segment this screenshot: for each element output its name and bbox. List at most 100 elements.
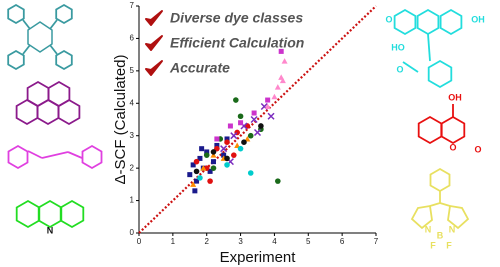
bond bbox=[41, 151, 69, 159]
point bbox=[267, 112, 275, 120]
atom-label: O bbox=[385, 14, 392, 24]
point bbox=[224, 136, 230, 142]
y-tick-label: 3 bbox=[130, 131, 135, 140]
ring bbox=[440, 115, 466, 145]
point bbox=[210, 159, 216, 165]
point bbox=[281, 58, 288, 64]
point bbox=[204, 149, 210, 155]
y-tick-label: 0 bbox=[130, 228, 135, 237]
point bbox=[275, 178, 281, 184]
bond bbox=[439, 202, 451, 207]
ring bbox=[447, 204, 470, 230]
y-tick-label: 6 bbox=[130, 34, 135, 43]
point bbox=[193, 158, 200, 165]
point bbox=[231, 152, 237, 158]
point bbox=[190, 162, 196, 168]
bond bbox=[429, 202, 441, 207]
y-tick-label: 7 bbox=[130, 1, 135, 10]
ring bbox=[57, 98, 81, 126]
y-tick-label: 4 bbox=[130, 98, 135, 107]
ring bbox=[427, 59, 453, 89]
point bbox=[274, 84, 281, 90]
parity-line bbox=[138, 5, 377, 234]
point bbox=[214, 142, 220, 148]
ring bbox=[7, 144, 29, 170]
ring bbox=[59, 199, 85, 229]
point bbox=[271, 93, 278, 100]
x-tick-label: 2 bbox=[204, 237, 209, 246]
atom-label: N bbox=[449, 224, 456, 234]
point bbox=[251, 110, 257, 116]
point bbox=[224, 162, 230, 168]
point bbox=[241, 139, 247, 145]
bond bbox=[27, 150, 43, 159]
x-tick-label: 7 bbox=[374, 237, 379, 246]
point bbox=[258, 123, 264, 129]
x-tick-label: 0 bbox=[137, 237, 142, 246]
point bbox=[197, 155, 203, 161]
point bbox=[190, 181, 197, 187]
y-axis-title: Δ-SCF (Calculated) bbox=[112, 54, 129, 184]
bond bbox=[22, 44, 31, 55]
ring bbox=[15, 98, 39, 126]
point bbox=[210, 149, 217, 155]
point bbox=[221, 152, 227, 158]
ring bbox=[417, 115, 443, 145]
point bbox=[230, 132, 238, 140]
point bbox=[224, 139, 230, 145]
ring bbox=[393, 8, 417, 36]
point bbox=[279, 77, 286, 84]
point bbox=[224, 155, 230, 162]
atom-label: B bbox=[437, 230, 444, 240]
atom-label: HO bbox=[391, 42, 405, 52]
annotation: Accurate bbox=[169, 60, 230, 76]
point bbox=[237, 145, 244, 152]
x-tick-label: 1 bbox=[171, 237, 176, 246]
bond bbox=[427, 33, 431, 62]
bond bbox=[22, 19, 31, 30]
check-icon bbox=[145, 60, 163, 76]
x-tick-label: 5 bbox=[306, 237, 311, 246]
point bbox=[233, 97, 239, 103]
x-tick-label: 6 bbox=[340, 237, 345, 246]
point bbox=[207, 178, 213, 184]
y-tick-label: 5 bbox=[130, 66, 135, 75]
annotation: Diverse dye classes bbox=[170, 10, 303, 26]
point bbox=[238, 120, 244, 126]
point bbox=[227, 123, 233, 129]
ring bbox=[7, 3, 25, 25]
point bbox=[264, 103, 271, 110]
point bbox=[192, 188, 198, 194]
point bbox=[203, 152, 210, 158]
x-tick-label: 3 bbox=[238, 237, 243, 246]
point bbox=[220, 145, 228, 153]
ring bbox=[55, 3, 73, 25]
ring bbox=[429, 167, 451, 193]
point bbox=[237, 113, 244, 120]
bond bbox=[49, 19, 58, 30]
point bbox=[265, 97, 271, 103]
atom-label: O bbox=[474, 144, 481, 154]
point bbox=[253, 128, 262, 137]
point bbox=[210, 165, 217, 171]
y-tick-label: 1 bbox=[130, 196, 135, 205]
atom-label: N bbox=[47, 225, 54, 235]
point bbox=[210, 152, 217, 158]
point bbox=[247, 170, 254, 176]
atom-label: OH bbox=[471, 14, 485, 24]
atom-label: OH bbox=[448, 92, 462, 102]
check-icon bbox=[145, 10, 163, 26]
atom-label: O bbox=[396, 64, 403, 74]
point bbox=[244, 135, 251, 142]
point bbox=[207, 168, 213, 174]
atom-label: N bbox=[425, 224, 432, 234]
ring bbox=[15, 199, 41, 229]
atom-label: F bbox=[430, 240, 436, 250]
point bbox=[214, 136, 220, 142]
atom-label: F bbox=[446, 240, 452, 250]
ring bbox=[410, 204, 433, 230]
bond bbox=[402, 61, 419, 73]
x-tick-label: 4 bbox=[272, 237, 277, 246]
